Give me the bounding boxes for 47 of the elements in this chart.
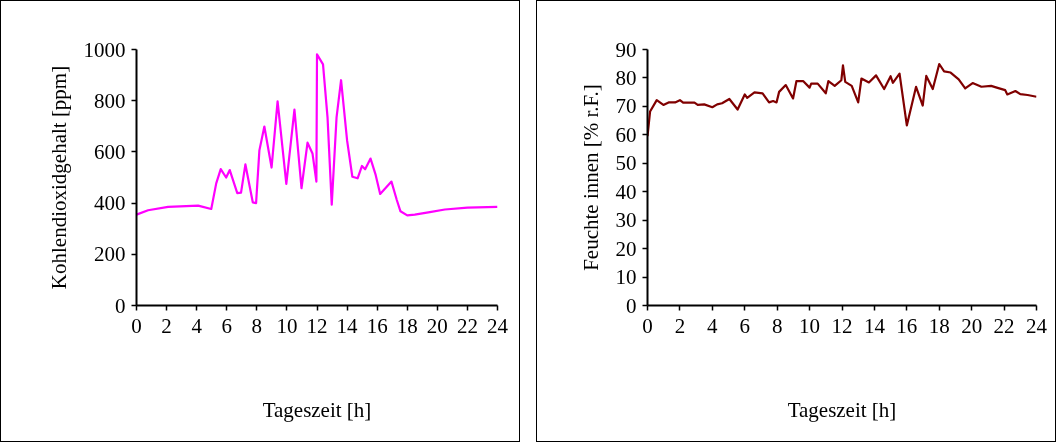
x-tick-label: 20 (961, 313, 983, 338)
x-tick-label: 14 (336, 313, 359, 338)
x-tick-label: 6 (739, 313, 750, 338)
x-tick-label: 14 (863, 313, 886, 338)
x-tick-label: 20 (426, 313, 448, 338)
x-tick-label: 12 (831, 313, 853, 338)
x-tick-label: 10 (799, 313, 821, 338)
x-tick-label: 24 (487, 313, 509, 338)
x-tick-label: 22 (993, 313, 1015, 338)
y-tick-label: 400 (94, 191, 126, 216)
x-tick-label: 12 (306, 313, 328, 338)
x-tick-label: 16 (366, 313, 388, 338)
x-tick-label: 2 (674, 313, 686, 338)
y-tick-label: 200 (94, 242, 126, 267)
x-tick-label: 0 (642, 313, 653, 338)
y-tick-label: 50 (615, 151, 637, 176)
x-tick-label: 22 (456, 313, 478, 338)
y-axis-title: Feuchte innen [% r.F.] (578, 84, 603, 271)
y-tick-label: 30 (615, 208, 637, 233)
y-tick-label: 80 (615, 65, 637, 90)
y-tick-label: 0 (115, 293, 126, 318)
y-tick-label: 10 (615, 265, 637, 290)
y-tick-label: 40 (615, 179, 637, 204)
x-tick-label: 8 (771, 313, 783, 338)
y-tick-label: 60 (615, 122, 637, 147)
y-tick-label: 20 (615, 236, 637, 261)
y-tick-label: 1000 (83, 37, 126, 62)
y-tick-label: 600 (94, 139, 126, 164)
line-series (136, 53, 498, 217)
y-tick-label: 0 (626, 293, 637, 318)
x-tick-label: 4 (707, 313, 719, 338)
y-axis-title: Kohlendioxidgehalt [ppm] (46, 65, 71, 290)
x-tick-label: 16 (896, 313, 918, 338)
y-tick-label: 800 (94, 88, 126, 113)
x-tick-label: 24 (1026, 313, 1048, 338)
x-tick-label: 0 (131, 313, 142, 338)
x-tick-label: 2 (161, 313, 172, 338)
x-tick-label: 18 (396, 313, 418, 338)
x-axis-title: Tageszeit [h] (262, 397, 372, 422)
x-tick-label: 6 (221, 313, 232, 338)
y-tick-label: 70 (615, 94, 637, 119)
x-tick-label: 10 (276, 313, 298, 338)
x-axis-title: Tageszeit [h] (787, 397, 897, 422)
y-tick-label: 90 (615, 37, 637, 62)
x-tick-label: 4 (191, 313, 203, 338)
x-tick-label: 8 (251, 313, 263, 338)
x-tick-label: 18 (928, 313, 950, 338)
